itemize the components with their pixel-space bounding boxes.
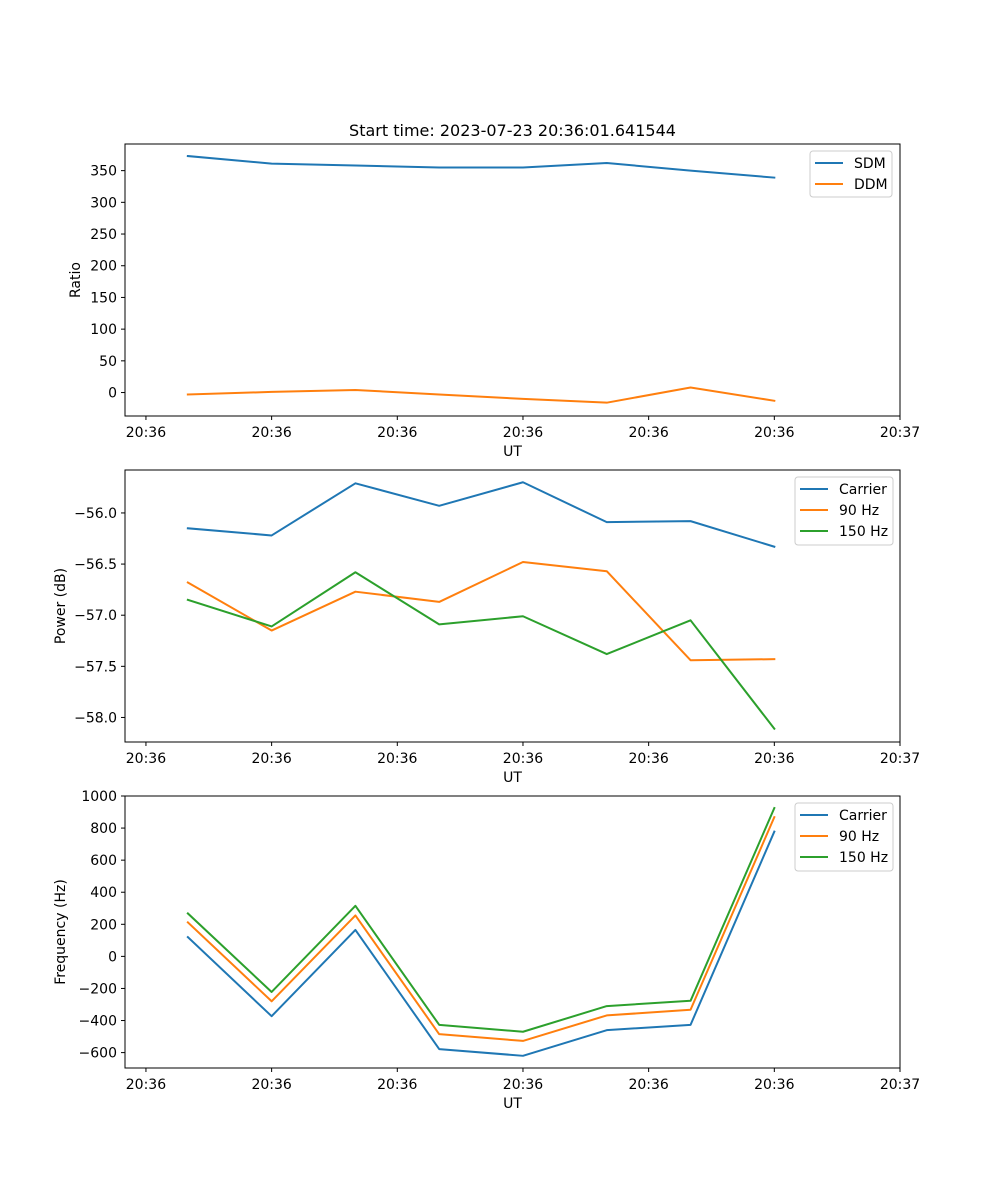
x-tick-label: 20:36	[251, 425, 291, 441]
y-tick-label: −56.0	[74, 506, 117, 522]
legend: Carrier 90 Hz 150 Hz	[794, 802, 894, 872]
series-line-sdm	[186, 154, 776, 179]
y-tick-label: −56.5	[74, 557, 117, 573]
x-tick-label: 20:37	[880, 1077, 920, 1093]
legend-label: 150 Hz	[839, 524, 888, 540]
y-tick-label: −57.0	[74, 608, 117, 624]
x-tick-label: 20:36	[377, 425, 417, 441]
x-tick-label: 20:36	[754, 751, 794, 767]
chart-panel-3: 20:36 20:36 20:36 20:36 20:36 20:36 20:37 −600 −…	[53, 789, 920, 1112]
x-tick-label: 20:36	[628, 425, 668, 441]
x-tick-label: 20:36	[754, 425, 794, 441]
series-line-150-hz	[186, 806, 776, 1033]
chart-panel-1: 20:36 20:36 20:36 20:36 20:36 20:36 20:37 0 50 10…	[68, 121, 920, 460]
plot-frame	[124, 469, 901, 743]
y-tick-label: 200	[90, 259, 117, 275]
legend: Carrier 90 Hz 150 Hz	[794, 476, 894, 546]
x-tick-label: 20:36	[126, 425, 166, 441]
y-tick-label: −400	[79, 1014, 117, 1030]
legend-box	[794, 802, 894, 872]
legend-label: DDM	[854, 177, 888, 193]
x-tick-label: 20:36	[503, 425, 543, 441]
x-tick-label: 20:36	[628, 751, 668, 767]
y-tick-label: −57.5	[74, 659, 117, 675]
x-tick-label: 20:36	[251, 751, 291, 767]
series-line-90-hz	[186, 561, 776, 662]
y-tick-label: −600	[79, 1046, 117, 1062]
legend-label: Carrier	[839, 808, 887, 824]
y-tick-label: 400	[90, 885, 117, 901]
x-tick-label: 20:37	[880, 425, 920, 441]
y-tick-label: 0	[108, 949, 117, 965]
x-axis-label: UT	[503, 444, 522, 460]
x-axis-label: UT	[503, 770, 522, 786]
x-axis-label: UT	[503, 1096, 522, 1112]
x-tick-label: 20:36	[126, 1077, 166, 1093]
chart-title: Start time: 2023-07-23 20:36:01.641544	[349, 121, 676, 140]
y-axis-label: Power (dB)	[53, 568, 69, 644]
y-tick-label: 150	[90, 290, 117, 306]
y-tick-label: 50	[99, 354, 117, 370]
y-axis-label: Frequency (Hz)	[53, 879, 69, 985]
x-tick-label: 20:36	[754, 1077, 794, 1093]
y-tick-label: 350	[90, 164, 117, 180]
y-tick-label: 200	[90, 917, 117, 933]
legend-label: SDM	[854, 156, 886, 172]
series-line-90-hz	[186, 815, 776, 1042]
series-line-150-hz	[186, 571, 776, 731]
x-tick-label: 20:36	[503, 751, 543, 767]
x-tick-label: 20:36	[377, 751, 417, 767]
legend-label: 90 Hz	[839, 503, 879, 519]
series-line-ddm	[186, 386, 776, 404]
plot-frame	[124, 143, 901, 417]
y-tick-label: 100	[90, 322, 117, 338]
x-tick-label: 20:36	[251, 1077, 291, 1093]
x-tick-label: 20:36	[126, 751, 166, 767]
series-line-carrier	[186, 830, 776, 1057]
legend-box	[794, 476, 894, 546]
x-tick-label: 20:36	[503, 1077, 543, 1093]
legend-label: Carrier	[839, 482, 887, 498]
legend: SDM DDM	[809, 150, 893, 198]
x-tick-label: 20:36	[628, 1077, 668, 1093]
y-tick-label: 0	[108, 386, 117, 402]
y-tick-label: 250	[90, 227, 117, 243]
x-tick-label: 20:37	[880, 751, 920, 767]
series-line-carrier	[186, 481, 776, 548]
y-tick-label: 1000	[81, 789, 117, 805]
y-tick-label: 600	[90, 853, 117, 869]
y-tick-label: 300	[90, 195, 117, 211]
y-tick-label: −200	[79, 981, 117, 997]
y-axis-label: Ratio	[68, 262, 84, 298]
legend-label: 150 Hz	[839, 850, 888, 866]
plot-frame	[124, 795, 901, 1069]
chart-panel-2: 20:36 20:36 20:36 20:36 20:36 20:36 20:37 −58.0…	[53, 469, 920, 786]
y-tick-label: 800	[90, 821, 117, 837]
x-tick-label: 20:36	[377, 1077, 417, 1093]
y-tick-label: −58.0	[74, 710, 117, 726]
legend-label: 90 Hz	[839, 829, 879, 845]
